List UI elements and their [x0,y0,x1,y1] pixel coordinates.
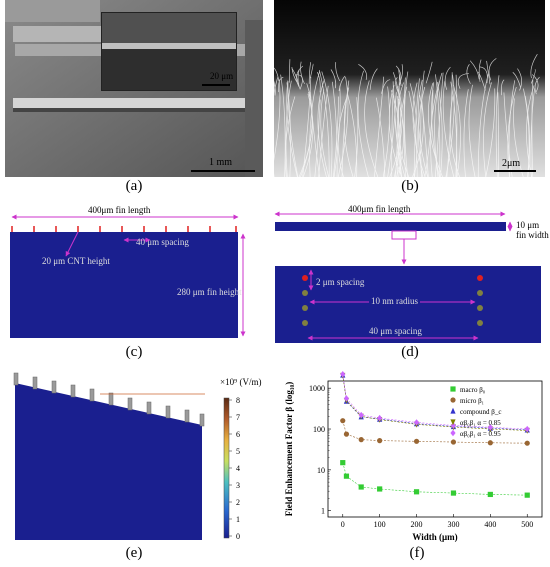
fin-length-label: 400μm fin length [88,205,151,215]
panel-a-caption: (a) [125,178,143,194]
panel-e-caption: (e) [125,545,143,561]
panel-c-caption: (c) [125,344,143,360]
colorbar-tick-label: 5 [236,447,240,456]
x-tick-label: 300 [447,520,459,529]
colorbar [223,397,230,539]
scale-bar-label: 2μm [502,158,521,169]
panel-b-caption: (b) [401,178,419,194]
panel-a-sem-image: 20 μm 1 mm [5,0,263,177]
y-tick-label: 100 [313,425,325,434]
fin-height-label: 280 μm fin height [177,287,242,297]
data-point [343,473,350,479]
fin-top-strip [275,222,506,231]
colorbar-tick-label: 0 [236,532,240,541]
x-tick-label: 100 [374,520,386,529]
small-spacing-label: 2 μm spacing [316,277,365,287]
panel-c-fin-schematic: 400μm fin length 40 μm spacing 20 μm CNT… [0,200,270,340]
series [340,460,530,498]
data-point [377,438,383,444]
data-point [450,439,457,445]
y-tick-label: 10 [317,466,325,475]
panel-d-top-view: 400μm fin length 10 μm fin width 2 μm sp… [270,200,550,345]
data-point [358,437,364,443]
panel-d-caption: (d) [401,344,419,360]
field-enhancement-chart: 0 100 200 300 400 500 1 10 100 1000 Width (μm) Fiel… [284,371,543,542]
sem-cnt-forest [274,0,545,177]
panel-e-field-simulation: 8 7 6 5 4 3 2 1 0 ×10⁹ (V/m) [0,365,272,545]
scale-bar-label: 1 mm [209,157,233,168]
sem-inset: 20 μm [101,12,237,91]
colorbar-tick-label: 1 [236,515,240,524]
data-point [413,438,420,444]
y-tick-label: 1000 [309,384,325,393]
fin-3d-body [15,383,202,540]
data-point [343,431,350,437]
data-point [450,419,456,426]
data-point [524,425,530,433]
y-tick-label: 1 [321,507,325,516]
data-point [487,440,493,446]
legend-entry: αβ₀β₁ α = 0.85 [460,419,501,427]
legend: macro β₀ micro β₁ compound β_c αβ₀β₁ α = 0.… [450,386,501,438]
plot-area [327,380,543,518]
data-point [340,371,346,378]
panel-b-sem-image: 2μm [274,0,545,177]
spacing-label: 40 μm spacing [136,237,189,247]
fin-body [10,232,238,338]
data-point [450,397,456,403]
data-point [487,491,493,498]
x-tick-label: 0 [341,520,345,529]
colorbar-tick-label: 4 [236,464,240,473]
data-point [377,486,383,492]
fin-width-label: 10 μm fin width [516,220,549,240]
data-point [524,440,530,446]
series-line [342,374,528,430]
colorbar-tick-label: 3 [236,481,240,490]
cnt-height-arrow [65,231,79,257]
colorbar-tick-label: 6 [236,430,240,439]
data-point [524,492,530,498]
data-point [450,490,457,496]
x-axis-label: Width (μm) [412,532,457,542]
colorbar-tick-label: 2 [236,498,240,507]
zoom-box [391,230,417,240]
data-point [450,407,456,414]
legend-entry: αβ₀β₁ α = 0.95 [460,430,501,438]
colorbar-unit: ×10⁹ (V/m) [220,377,262,387]
series-line [342,462,528,496]
cnt-height-label: 20 μm CNT height [42,256,110,266]
panel-f-caption: (f) [409,545,425,561]
x-tick-label: 200 [411,520,423,529]
legend-entry: micro β₁ [460,397,484,405]
scale-bar [191,170,255,172]
cnt-tips-right [477,275,483,326]
data-point [358,484,364,490]
panel-f-chart: 0 100 200 300 400 500 1 10 100 1000 Width (μm) Fiel… [278,365,550,545]
colorbar-tick-label: 7 [236,413,240,422]
legend-entry: macro β₀ [460,386,486,394]
colorbar-ticks: 8 7 6 5 4 3 2 1 0 [229,396,240,541]
cnt-markers [11,226,237,232]
cnt-pillars [13,372,205,427]
data-point [450,429,456,437]
series-line [342,420,528,444]
x-tick-label: 400 [484,520,496,529]
legend-entry: compound β_c [460,408,501,416]
data-point [358,411,364,419]
data-point [450,386,456,392]
colorbar-tick-label: 8 [236,396,240,405]
series-line [342,375,528,431]
data-point [413,489,420,495]
radius-label: 10 nm radius [369,296,420,306]
cnt-tips-left [302,275,308,326]
x-tick-label: 500 [521,520,533,529]
data-point [340,418,346,424]
y-axis-label: Field Enhancement Factor β (log₁₀) [284,382,294,516]
fin-length-label: 400μm fin length [348,204,411,214]
data-point [340,460,346,466]
series [340,418,530,446]
inset-scale-label: 20 μm [210,71,234,81]
large-spacing-label: 40 μm spacing [369,326,422,336]
